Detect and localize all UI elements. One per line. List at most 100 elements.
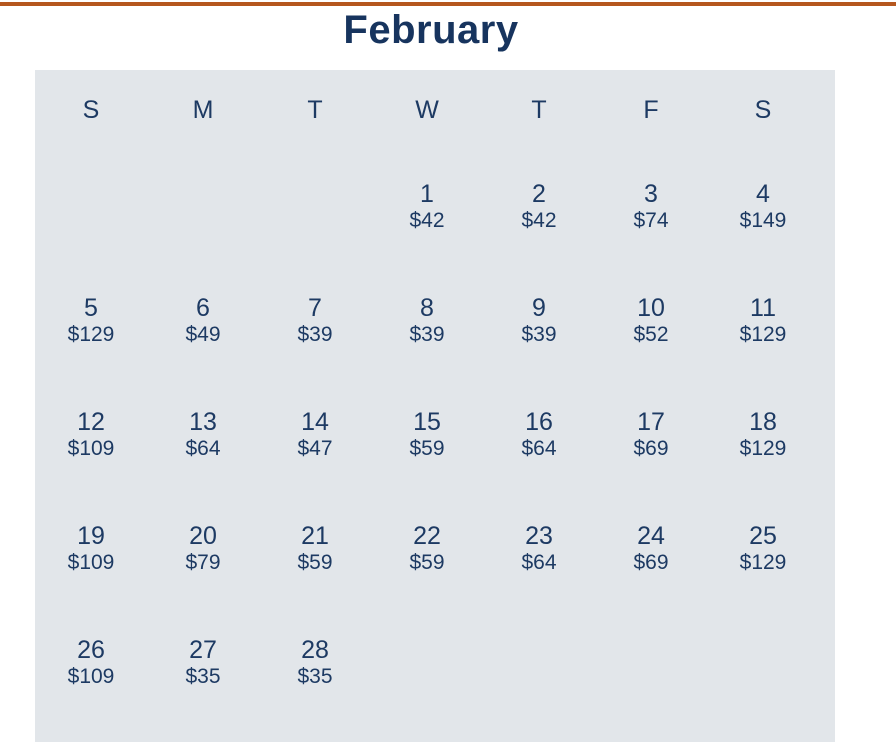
day-number: 5 [84,294,98,322]
weekday-header-3: W [415,95,439,124]
day-price: $129 [739,551,787,574]
day-number: 11 [750,294,776,322]
day-price: $39 [521,323,557,346]
day-price: $39 [409,323,445,346]
empty-day-cell [707,606,819,720]
weekday-header-2: T [307,95,323,124]
weekday-header-5: F [643,95,659,124]
month-title: February [343,8,519,52]
day-cell-25[interactable]: 25 $129 [707,492,819,606]
day-cell-1[interactable]: 1 $42 [371,150,483,264]
day-number: 12 [77,408,105,436]
day-number: 8 [420,294,434,322]
day-price: $64 [521,437,557,460]
day-price: $129 [739,323,787,346]
empty-day-cell [483,606,595,720]
day-price: $129 [67,323,115,346]
empty-day-cell [595,606,707,720]
day-price: $59 [297,551,333,574]
weekday-header-6: S [754,95,772,124]
day-price: $109 [67,665,115,688]
day-number: 3 [644,180,658,208]
empty-day-cell [371,606,483,720]
day-number: 1 [420,180,434,208]
day-cell-16[interactable]: 16 $64 [483,378,595,492]
day-cell-19[interactable]: 19 $109 [35,492,147,606]
day-cell-8[interactable]: 8 $39 [371,264,483,378]
day-cell-28[interactable]: 28 $35 [259,606,371,720]
day-cell-23[interactable]: 23 $64 [483,492,595,606]
day-price: $59 [409,437,445,460]
day-cell-17[interactable]: 17 $69 [595,378,707,492]
day-price: $149 [739,209,787,232]
day-cell-5[interactable]: 5 $129 [35,264,147,378]
day-number: 21 [301,522,329,550]
day-price: $42 [409,209,445,232]
day-number: 16 [525,408,553,436]
day-cell-24[interactable]: 24 $69 [595,492,707,606]
day-cell-9[interactable]: 9 $39 [483,264,595,378]
day-cell-22[interactable]: 22 $59 [371,492,483,606]
day-price: $74 [633,209,669,232]
day-cell-18[interactable]: 18 $129 [707,378,819,492]
day-number: 27 [189,636,217,664]
day-cell-6[interactable]: 6 $49 [147,264,259,378]
day-cell-21[interactable]: 21 $59 [259,492,371,606]
day-cell-2[interactable]: 2 $42 [483,150,595,264]
day-price: $35 [297,665,333,688]
day-number: 19 [77,522,105,550]
day-cell-13[interactable]: 13 $64 [147,378,259,492]
day-number: 28 [301,636,329,664]
day-number: 15 [413,408,441,436]
day-number: 10 [637,294,665,322]
day-number: 2 [532,180,546,208]
day-number: 22 [413,522,441,550]
day-price: $52 [633,323,669,346]
day-number: 24 [637,522,665,550]
top-accent-bar [0,2,896,6]
weekday-header-1: M [192,95,214,124]
day-cell-4[interactable]: 4 $149 [707,150,819,264]
day-price: $69 [633,551,669,574]
day-price: $129 [739,437,787,460]
day-cell-3[interactable]: 3 $74 [595,150,707,264]
day-price: $39 [297,323,333,346]
day-number: 6 [196,294,210,322]
day-number: 13 [189,408,217,436]
day-number: 18 [749,408,777,436]
day-price: $109 [67,551,115,574]
day-price: $59 [409,551,445,574]
empty-day-cell [259,150,371,264]
day-cell-26[interactable]: 26 $109 [35,606,147,720]
empty-day-cell [147,150,259,264]
day-number: 17 [637,408,665,436]
calendar-panel: S M T W T F S 1 $42 2 $42 3 $74 4 $149 5 $129 6 $49 7 $39 8 $3… [35,70,835,742]
day-number: 23 [525,522,553,550]
day-price: $69 [633,437,669,460]
day-price: $42 [521,209,557,232]
empty-day-cell [35,150,147,264]
day-cell-27[interactable]: 27 $35 [147,606,259,720]
day-cell-10[interactable]: 10 $52 [595,264,707,378]
weekday-header-4: T [531,95,547,124]
weekday-header-0: S [82,95,100,124]
day-number: 26 [77,636,105,664]
day-price: $64 [185,437,221,460]
day-price: $64 [521,551,557,574]
calendar-grid: S M T W T F S 1 $42 2 $42 3 $74 4 $149 5 $129 6 $49 7 $39 8 $3… [35,70,819,720]
day-cell-20[interactable]: 20 $79 [147,492,259,606]
day-price: $79 [185,551,221,574]
day-number: 14 [301,408,329,436]
day-cell-12[interactable]: 12 $109 [35,378,147,492]
day-cell-14[interactable]: 14 $47 [259,378,371,492]
day-cell-11[interactable]: 11 $129 [707,264,819,378]
day-number: 9 [532,294,546,322]
day-price: $109 [67,437,115,460]
day-number: 4 [756,180,770,208]
day-cell-15[interactable]: 15 $59 [371,378,483,492]
day-cell-7[interactable]: 7 $39 [259,264,371,378]
day-number: 20 [189,522,217,550]
day-price: $35 [185,665,221,688]
day-price: $47 [297,437,333,460]
day-number: 7 [308,294,322,322]
